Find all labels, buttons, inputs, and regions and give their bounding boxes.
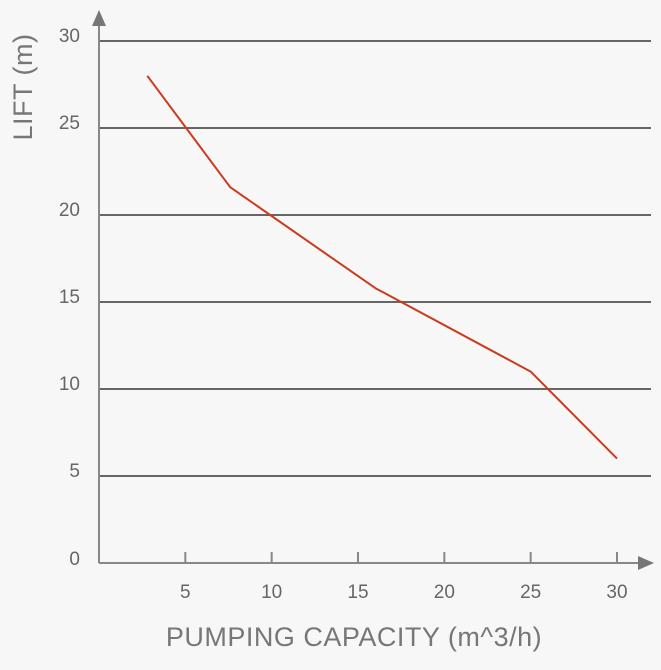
x-tick-label-30: 30 (606, 582, 627, 603)
x-tick-label-10: 10 (261, 582, 282, 603)
y-tick-label-0: 0 (69, 549, 80, 570)
y-tick-label-30: 30 (59, 26, 80, 47)
x-tick-label-15: 15 (347, 582, 368, 603)
y-tick-label-10: 10 (59, 374, 80, 395)
y-axis-title: LIFT (m) (8, 34, 38, 141)
series-line-0 (146, 75, 618, 460)
x-axis-title: PUMPING CAPACITY (m^3/h) (166, 622, 542, 652)
series (146, 75, 618, 460)
y-tick-label-15: 15 (59, 287, 80, 308)
y-tick-label-5: 5 (69, 461, 80, 482)
x-tick-label-25: 25 (520, 582, 541, 603)
y-tick-label-20: 20 (59, 200, 80, 221)
y-tick-labels: 0 5 10 15 20 25 30 (59, 26, 80, 570)
x-axis-arrow-icon (638, 556, 654, 570)
y-axis-arrow-icon (92, 10, 106, 26)
y-tick-label-25: 25 (59, 113, 80, 134)
x-ticks: 5 10 15 20 25 30 (180, 552, 628, 603)
axes (92, 10, 654, 570)
grid-lines (99, 40, 651, 477)
x-tick-label-5: 5 (180, 582, 191, 603)
x-tick-label-20: 20 (434, 582, 455, 603)
